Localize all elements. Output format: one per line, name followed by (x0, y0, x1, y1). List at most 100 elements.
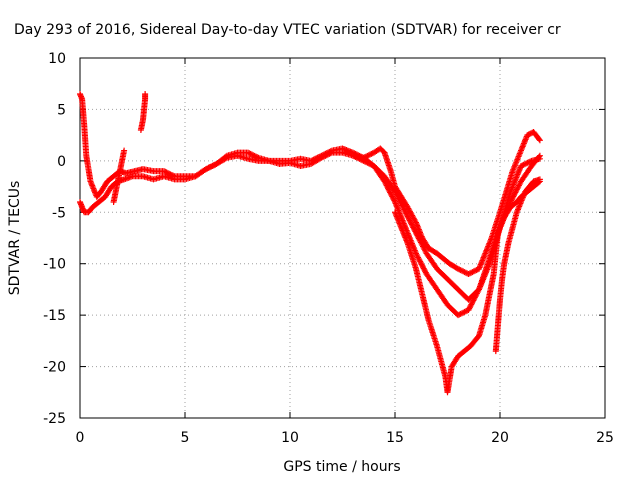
data-point (310, 156, 317, 163)
y-tick-label: -15 (43, 308, 66, 324)
y-tick-label: -20 (43, 360, 66, 376)
data-point (317, 153, 324, 160)
data-point (209, 162, 216, 169)
data-point (515, 183, 522, 190)
chart-title: Day 293 of 2016, Sidereal Day-to-day VTE… (14, 22, 561, 38)
data-point (315, 154, 322, 160)
x-tick-label: 5 (181, 430, 190, 446)
data-point (311, 155, 318, 162)
data-point (518, 163, 524, 169)
data-point (323, 150, 330, 157)
plot-frame (79, 57, 606, 419)
data-point (248, 151, 255, 158)
data-point (462, 308, 469, 315)
grid-lines (80, 58, 605, 418)
data-point (205, 164, 212, 171)
data-point (245, 149, 251, 156)
data-point (319, 152, 326, 159)
x-tick-labels: 0 5 10 15 20 25 (76, 430, 614, 446)
data-point (536, 152, 543, 159)
data-point (461, 308, 468, 315)
data-point (468, 269, 475, 276)
x-axis-label: GPS time / hours (283, 459, 400, 475)
series-track-7 (110, 147, 128, 205)
y-tick-labels: -25 -20 -15 -10 -5 0 5 10 (43, 51, 66, 427)
data-point (520, 161, 527, 168)
data-point (309, 157, 316, 164)
data-point (325, 149, 332, 156)
data-point (361, 154, 368, 161)
data-point (360, 154, 367, 161)
data-point (466, 270, 473, 277)
data-point (508, 197, 515, 204)
data-point (142, 91, 149, 97)
data-point (251, 152, 258, 159)
data-point (460, 268, 467, 275)
x-tick-label: 15 (386, 430, 404, 446)
data-point (321, 151, 328, 158)
y-tick-label: -25 (43, 411, 66, 427)
data-point (210, 162, 217, 169)
x-tick-label: 0 (76, 430, 85, 446)
data-point (455, 265, 461, 272)
data-point (511, 190, 518, 197)
data-point (247, 150, 254, 157)
data-point (222, 153, 229, 160)
data-point (536, 136, 542, 143)
data-point (458, 267, 465, 274)
data-point (254, 154, 261, 161)
data-point (515, 182, 522, 189)
data-point (314, 154, 321, 161)
data-point (363, 153, 370, 160)
data-point (121, 147, 128, 154)
data-points (77, 91, 543, 396)
data-point (462, 269, 469, 276)
y-tick-label: 5 (57, 102, 66, 118)
data-point (206, 164, 213, 171)
data-point (535, 153, 542, 160)
y-tick-label: 10 (48, 51, 66, 67)
data-point (458, 310, 465, 317)
data-point (512, 189, 519, 196)
y-axis-label: SDTVAR / TECUs (7, 181, 23, 296)
data-point (367, 151, 374, 158)
data-point (536, 176, 543, 183)
data-point (470, 268, 477, 275)
y-tick-label: -5 (52, 205, 66, 221)
data-point (327, 148, 334, 155)
x-tick-label: 25 (596, 430, 614, 446)
data-point (524, 159, 531, 166)
data-point (364, 152, 371, 159)
data-point (308, 157, 314, 164)
data-point (521, 161, 528, 168)
data-point (457, 310, 464, 317)
data-point (469, 269, 476, 276)
data-point (456, 266, 463, 273)
data-point (527, 158, 534, 165)
data-point (313, 155, 320, 162)
data-point (318, 152, 325, 159)
data-point (161, 168, 167, 175)
data-point (166, 170, 173, 177)
data-point (252, 153, 259, 160)
series-track-3 (350, 129, 543, 277)
series-track-6 (137, 91, 149, 133)
data-point (326, 148, 333, 155)
data-point (365, 152, 372, 159)
x-tick-label: 10 (281, 430, 299, 446)
data-point (472, 267, 479, 274)
series-track-5 (492, 176, 543, 355)
data-point (456, 311, 463, 318)
data-point (465, 271, 472, 277)
data-point (250, 152, 257, 159)
data-point (536, 137, 543, 144)
data-point (508, 196, 515, 203)
data-point (391, 197, 398, 204)
data-point (368, 150, 375, 157)
data-point (475, 333, 482, 340)
y-tick-label: -10 (43, 257, 66, 273)
data-point (519, 162, 526, 169)
data-point (461, 269, 468, 276)
data-point (204, 165, 211, 172)
